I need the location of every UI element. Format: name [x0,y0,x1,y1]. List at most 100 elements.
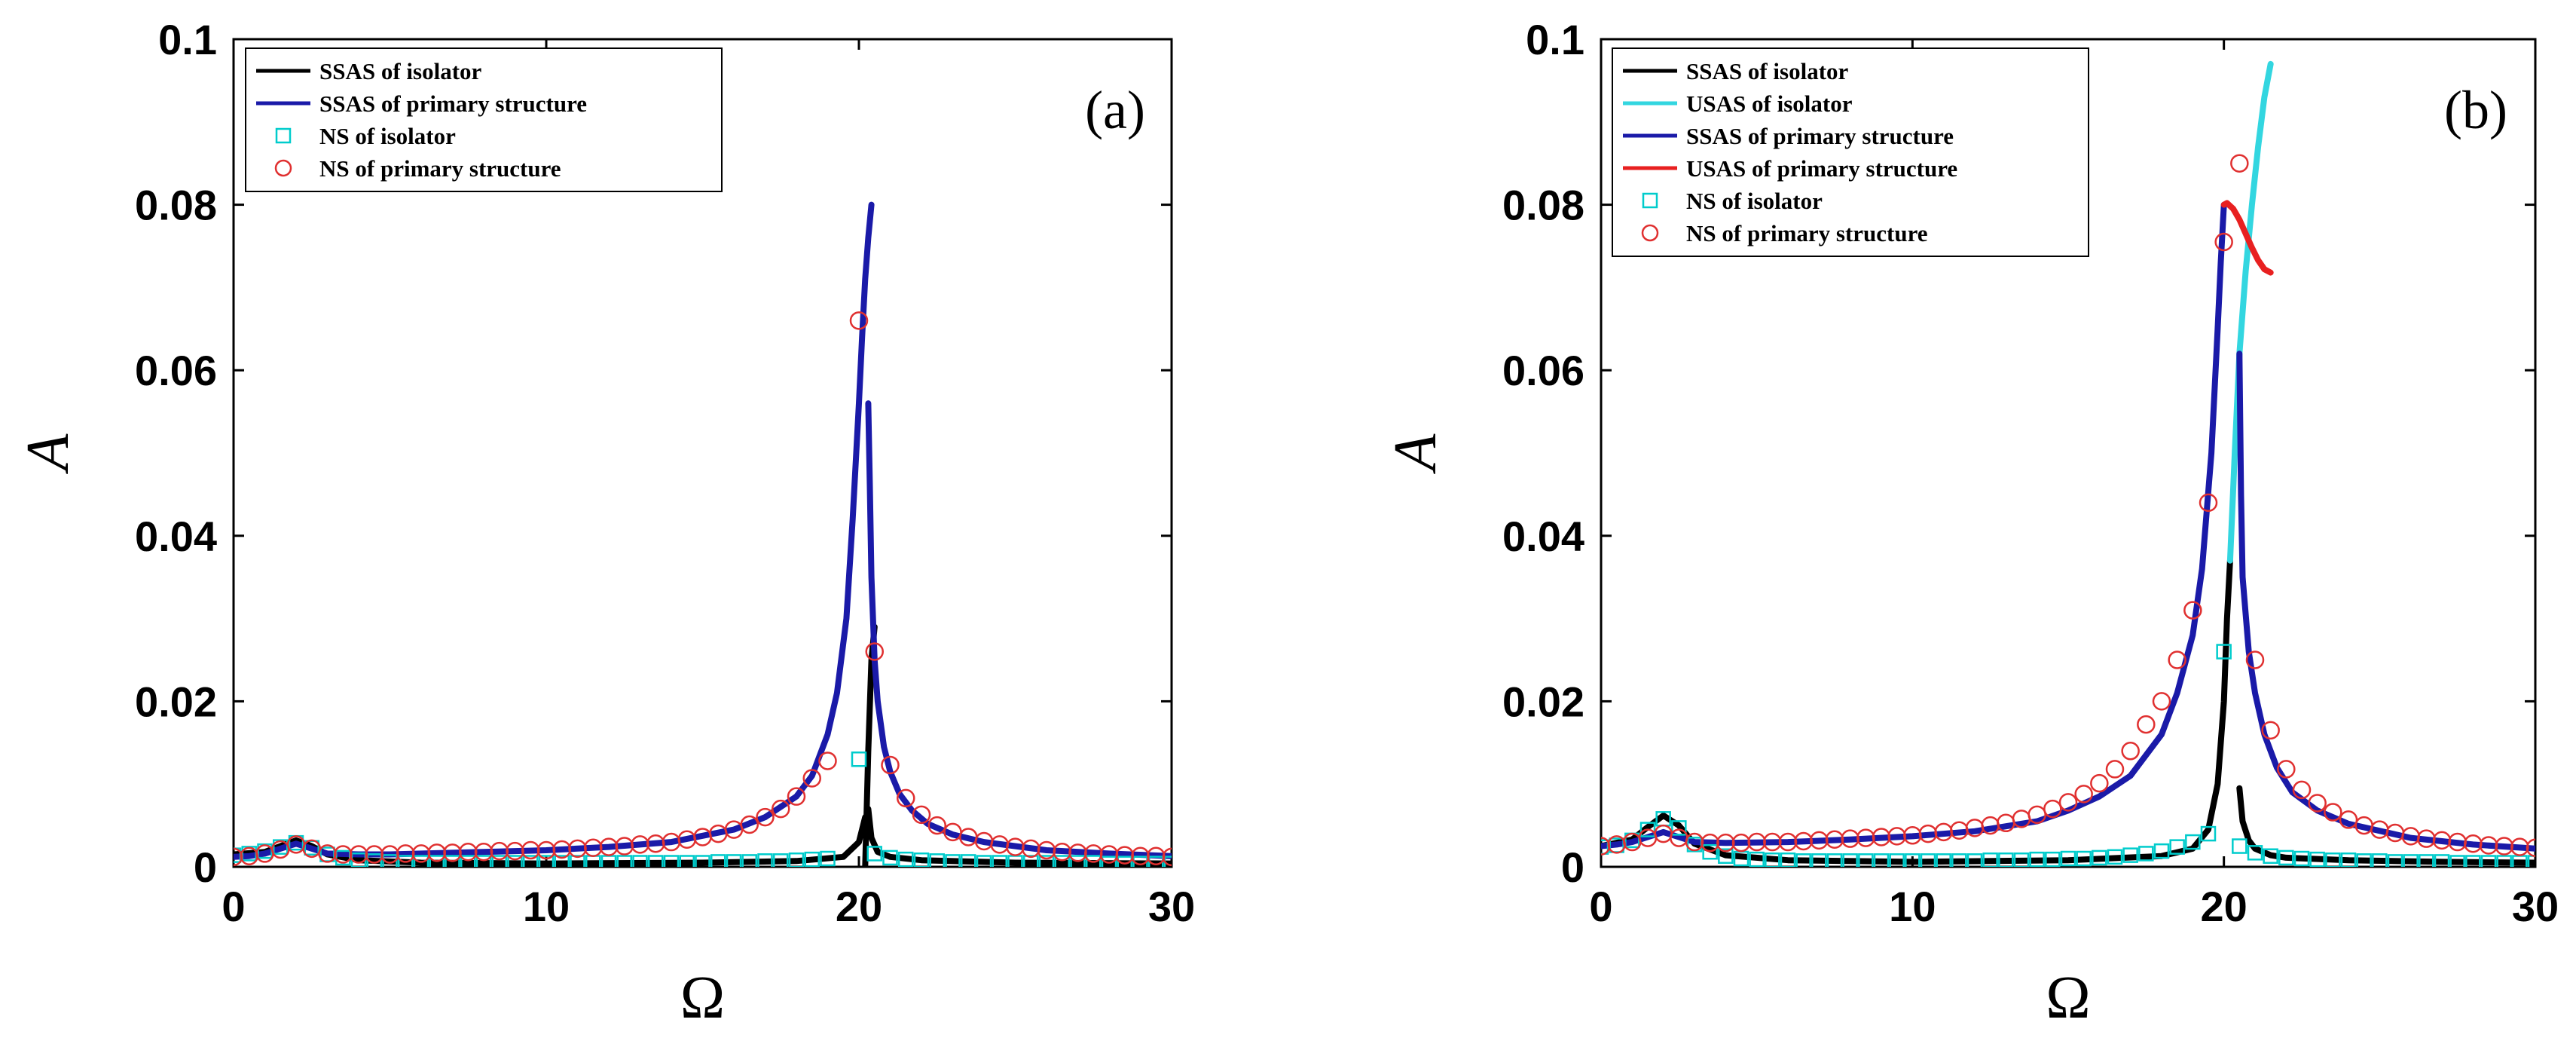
marker-ns-of-primary-structure [897,788,915,808]
marker-ns-of-isolator [1718,848,1734,864]
marker-ns-of-primary-structure [2245,651,2265,669]
legend-label: NS of primary structure [319,155,561,182]
marker-ns-of-isolator [1936,853,1951,867]
marker-ns-of-isolator [1086,855,1102,867]
marker-ns-of-primary-structure [2214,232,2233,252]
marker-ns-of-isolator [1132,856,1148,867]
marker-ns-of-isolator [2387,854,2403,867]
y-tick-label: 0.04 [1502,513,1584,560]
marker-ns-of-isolator [961,854,976,867]
marker-ns-of-isolator [913,852,930,867]
y-tick-label: 0.08 [1502,182,1584,229]
marker-ns-of-isolator [398,855,414,867]
marker-ns-of-isolator [2013,852,2030,867]
marker-ns-of-isolator [1873,853,1890,867]
marker-ns-of-primary-structure [2324,803,2342,822]
marker-ns-of-isolator [2372,853,2388,867]
marker-ns-of-primary-structure [1701,833,1719,853]
marker-ns-of-isolator [1163,856,1172,867]
legend-label: NS of isolator [319,123,456,149]
y-tick-label: 0 [1561,843,1584,891]
marker-ns-of-primary-structure [772,799,790,819]
marker-ns-of-isolator [2309,851,2325,867]
marker-ns-of-isolator [1639,822,1656,837]
x-tick-label: 10 [523,883,570,930]
marker-ns-of-isolator [788,852,805,867]
legend: SSAS of isolator SSAS of primary structur… [245,47,723,192]
y-axis-label: A [1383,433,1449,474]
marker-ns-of-primary-structure [2495,837,2513,856]
legend-circle-swatch [274,159,292,177]
x-axis-label: Ω [680,965,725,1031]
marker-ns-of-isolator [1117,856,1132,867]
marker-ns-of-primary-structure [2292,780,2312,800]
series-line-ssas-of-isolator [2236,785,2535,866]
marker-ns-of-isolator [1951,853,1967,867]
marker-ns-of-isolator [976,855,992,867]
marker-ns-of-primary-structure [756,807,775,827]
marker-ns-of-isolator [413,855,429,867]
marker-ns-of-primary-structure [2526,838,2535,857]
series-line-usas-of-isolator [2226,60,2274,564]
marker-ns-of-isolator [898,851,914,867]
panel-b: 0 10 20 30 0 0.02 0.04 0.06 0.08 0.1 Ω A SSAS of iso… [1383,16,2559,1031]
marker-ns-of-isolator [2278,849,2294,866]
marker-ns-of-primary-structure [1162,847,1172,867]
marker-ns-of-primary-structure [787,787,806,806]
x-tick-label: 30 [1148,883,1195,930]
marker-ns-of-isolator [741,854,757,867]
legend-label: SSAS of isolator [319,58,482,84]
marker-ns-of-isolator [523,855,539,867]
y-tick-label: 0.02 [1502,678,1584,725]
marker-ns-of-isolator [1702,843,1718,860]
marker-ns-of-primary-structure [2510,837,2529,856]
marker-ns-of-primary-structure [1731,833,1751,853]
y-tick-label: 0.02 [135,678,217,725]
marker-ns-of-isolator [2092,849,2107,866]
legend-box [245,47,723,192]
marker-ns-of-isolator [1038,855,1055,867]
x-tick-label: 0 [222,883,245,930]
y-tick-label: 0.06 [135,347,217,394]
series-line-usas-of-primary-structure [2220,200,2274,276]
marker-ns-of-isolator [2200,825,2217,842]
plot-area [234,201,1172,867]
marker-ns-of-isolator [1749,851,1765,867]
marker-ns-of-isolator [554,855,570,867]
series-line-ssas-of-isolator [865,806,1172,867]
marker-ns-of-isolator [429,855,445,867]
y-tick-label: 0.04 [135,513,217,560]
marker-ns-of-isolator [632,855,648,867]
marker-ns-of-isolator [820,850,836,867]
marker-ns-of-isolator [695,855,710,867]
x-tick-label: 0 [1589,883,1612,930]
marker-ns-of-primary-structure [1841,829,1859,848]
marker-ns-of-isolator [1780,852,1796,867]
marker-ns-of-primary-structure [1763,832,1782,852]
series-line-ssas-of-primary-structure [234,201,875,860]
marker-ns-of-primary-structure [1887,827,1906,846]
axes-frame [1600,38,2537,868]
legend-label: SSAS of primary structure [319,90,587,117]
marker-ns-of-isolator [2527,855,2535,867]
marker-ns-of-isolator [1811,853,1827,867]
marker-ns-of-primary-structure [2339,810,2358,829]
x-tick-label: 10 [1889,883,1936,930]
panel-a: 0 10 20 30 0 0.02 0.04 0.06 0.08 0.1 Ω A SSAS of iso… [15,16,1195,1031]
plot-area [1601,60,2535,867]
marker-ns-of-isolator [2107,849,2123,865]
marker-ns-of-isolator [1998,852,2014,867]
marker-ns-of-isolator [804,851,820,867]
legend-label: NS of primary structure [1686,220,1928,246]
x-tick-label: 20 [2201,883,2248,930]
marker-ns-of-primary-structure [1810,831,1829,850]
marker-ns-of-isolator [366,853,382,867]
marker-ns-of-primary-structure [818,752,837,770]
marker-ns-of-primary-structure [881,755,900,775]
marker-ns-of-isolator [2419,854,2434,867]
marker-ns-of-isolator [2029,851,2045,867]
marker-ns-of-isolator [1070,855,1086,867]
y-tick-label: 0.1 [1526,16,1584,63]
marker-ns-of-primary-structure [2277,760,2296,779]
marker-ns-of-primary-structure [2199,493,2218,513]
